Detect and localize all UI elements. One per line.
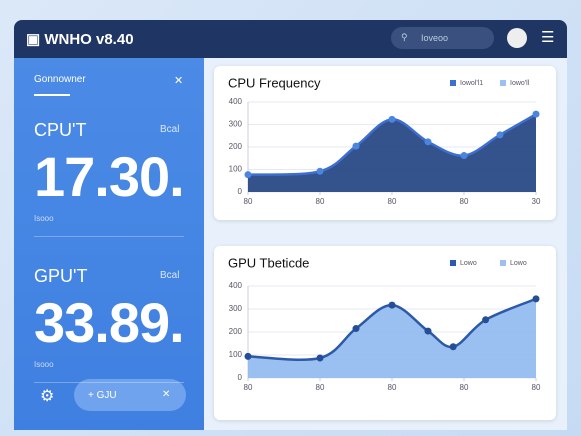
point [449, 343, 457, 351]
divider [34, 382, 184, 383]
stat-name: GPU'T [34, 266, 88, 286]
chart-card: CPU Frequency Iowol'l1 Iowo'll 0 100 200 300 40… [214, 66, 556, 220]
legend-label: Iowo'll [510, 80, 530, 87]
point [532, 295, 540, 303]
x-tick-label: 80 [460, 383, 469, 392]
stat-note: Isooo [34, 214, 54, 223]
divider [34, 236, 184, 237]
search-text: Ioveoo [421, 33, 449, 43]
area [248, 114, 536, 192]
point [424, 327, 432, 335]
point [496, 131, 504, 139]
stat-note: Isooo [34, 360, 54, 369]
button-text: + GJU [88, 390, 117, 401]
y-tick-label: 400 [229, 281, 243, 290]
point [244, 171, 252, 179]
chart: GPU Tbeticde Lowo Lowo 0 100 200 300 400 80 80 80 8… [228, 255, 541, 392]
x-tick-label: 80 [244, 383, 253, 392]
point [316, 354, 324, 362]
x-tick-label: 80 [316, 383, 325, 392]
stat-name: CPU'T [34, 120, 87, 140]
label: Gonnowner [34, 74, 86, 85]
x-tick-label: 80 [244, 197, 253, 206]
menu[interactable]: ☰ [541, 29, 555, 46]
legend-swatch [500, 260, 506, 266]
legend-swatch [450, 260, 456, 266]
legend-swatch [500, 80, 506, 86]
y-tick-label: 100 [229, 165, 243, 174]
chart-title: CPU Frequency [228, 75, 321, 90]
y-tick-label: 200 [229, 142, 243, 151]
point [460, 152, 468, 160]
x-tick-label: 80 [388, 383, 397, 392]
avatar[interactable] [507, 28, 527, 48]
point [424, 138, 432, 146]
legend-label: Iowol'l1 [460, 80, 483, 87]
stat-value: 17.30. [34, 145, 185, 208]
area [248, 298, 536, 378]
x-tick-label: 80 [316, 197, 325, 206]
legend-label: Lowo [460, 260, 477, 267]
point [388, 301, 396, 309]
stat-value: 33.89. [34, 291, 185, 354]
underline [34, 94, 70, 96]
app-title: ▣ WNHO v8.40 [26, 31, 134, 48]
y-tick-label: 300 [229, 304, 243, 313]
main: CPU Frequency Iowol'l1 Iowo'll 0 100 200 300 40… [204, 58, 567, 430]
chart: CPU Frequency Iowol'l1 Iowo'll 0 100 200 300 40… [228, 75, 541, 206]
point [316, 167, 324, 175]
legend-swatch [450, 80, 456, 86]
x-tick-label: 80 [532, 383, 541, 392]
y-tick-label: 400 [229, 97, 243, 106]
sidebar: Gonnowner ✕ ⚙ + GJU ✕ CPU'T Bcal 17.30. Isoo… [14, 58, 204, 430]
y-tick-label: 0 [238, 373, 243, 382]
y-tick-label: 200 [229, 327, 243, 336]
stat-unit: Bcal [160, 270, 180, 281]
button[interactable]: + GJU ✕ [74, 379, 186, 411]
chart-card: GPU Tbeticde Lowo Lowo 0 100 200 300 400 80 80 80 8… [214, 246, 556, 420]
chart-title: GPU Tbeticde [228, 255, 309, 270]
y-tick-label: 100 [229, 350, 243, 359]
collapse[interactable]: ✕ [174, 75, 184, 87]
search[interactable]: ⚲ Ioveoo [391, 27, 494, 49]
header: ▣ WNHO v8.40 ⚲ Ioveoo ☰ [14, 20, 567, 58]
x-tick-label: 80 [388, 197, 397, 206]
point [482, 316, 490, 324]
point [244, 352, 252, 360]
point [352, 325, 360, 333]
point [352, 142, 360, 150]
stat-unit: Bcal [160, 124, 180, 135]
point [388, 115, 396, 123]
settings[interactable]: ⚙ [40, 388, 55, 405]
x-tick-label: 80 [460, 197, 469, 206]
y-tick-label: 300 [229, 120, 243, 129]
legend-label: Lowo [510, 260, 527, 267]
title-text: WNHO v8.40 [44, 31, 134, 48]
x-tick-label: 30 [532, 197, 541, 206]
y-tick-label: 0 [238, 187, 243, 196]
point [532, 110, 540, 118]
